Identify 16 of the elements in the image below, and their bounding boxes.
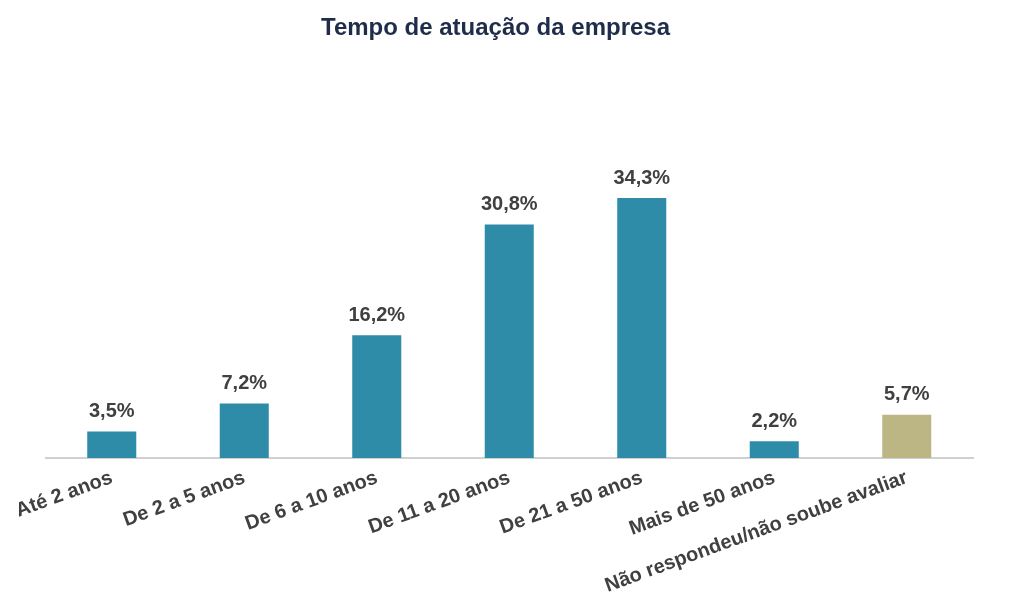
bar (87, 431, 137, 458)
bar (484, 224, 534, 458)
data-label: 5,7% (883, 382, 930, 405)
chart-title: Tempo de atuação da empresa (320, 13, 671, 41)
bar (882, 414, 932, 458)
data-label: 34,3% (613, 165, 671, 188)
data-label: 16,2% (348, 302, 406, 325)
x-tick-label: Até 2 anos (12, 465, 116, 521)
data-label: 30,8% (480, 192, 538, 215)
data-label: 3,5% (88, 398, 135, 421)
data-label: 2,2% (751, 408, 798, 431)
bar (749, 441, 799, 458)
bar (352, 335, 402, 458)
data-label: 7,2% (221, 370, 268, 393)
bar (219, 403, 269, 458)
bar (617, 198, 667, 458)
